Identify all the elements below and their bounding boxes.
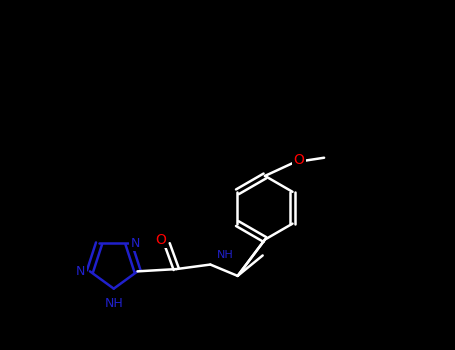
Text: N: N	[131, 237, 140, 250]
Text: N: N	[76, 265, 86, 278]
Text: NH: NH	[104, 297, 123, 310]
Text: O: O	[293, 153, 304, 167]
Text: O: O	[155, 232, 166, 246]
Text: NH: NH	[217, 251, 234, 260]
